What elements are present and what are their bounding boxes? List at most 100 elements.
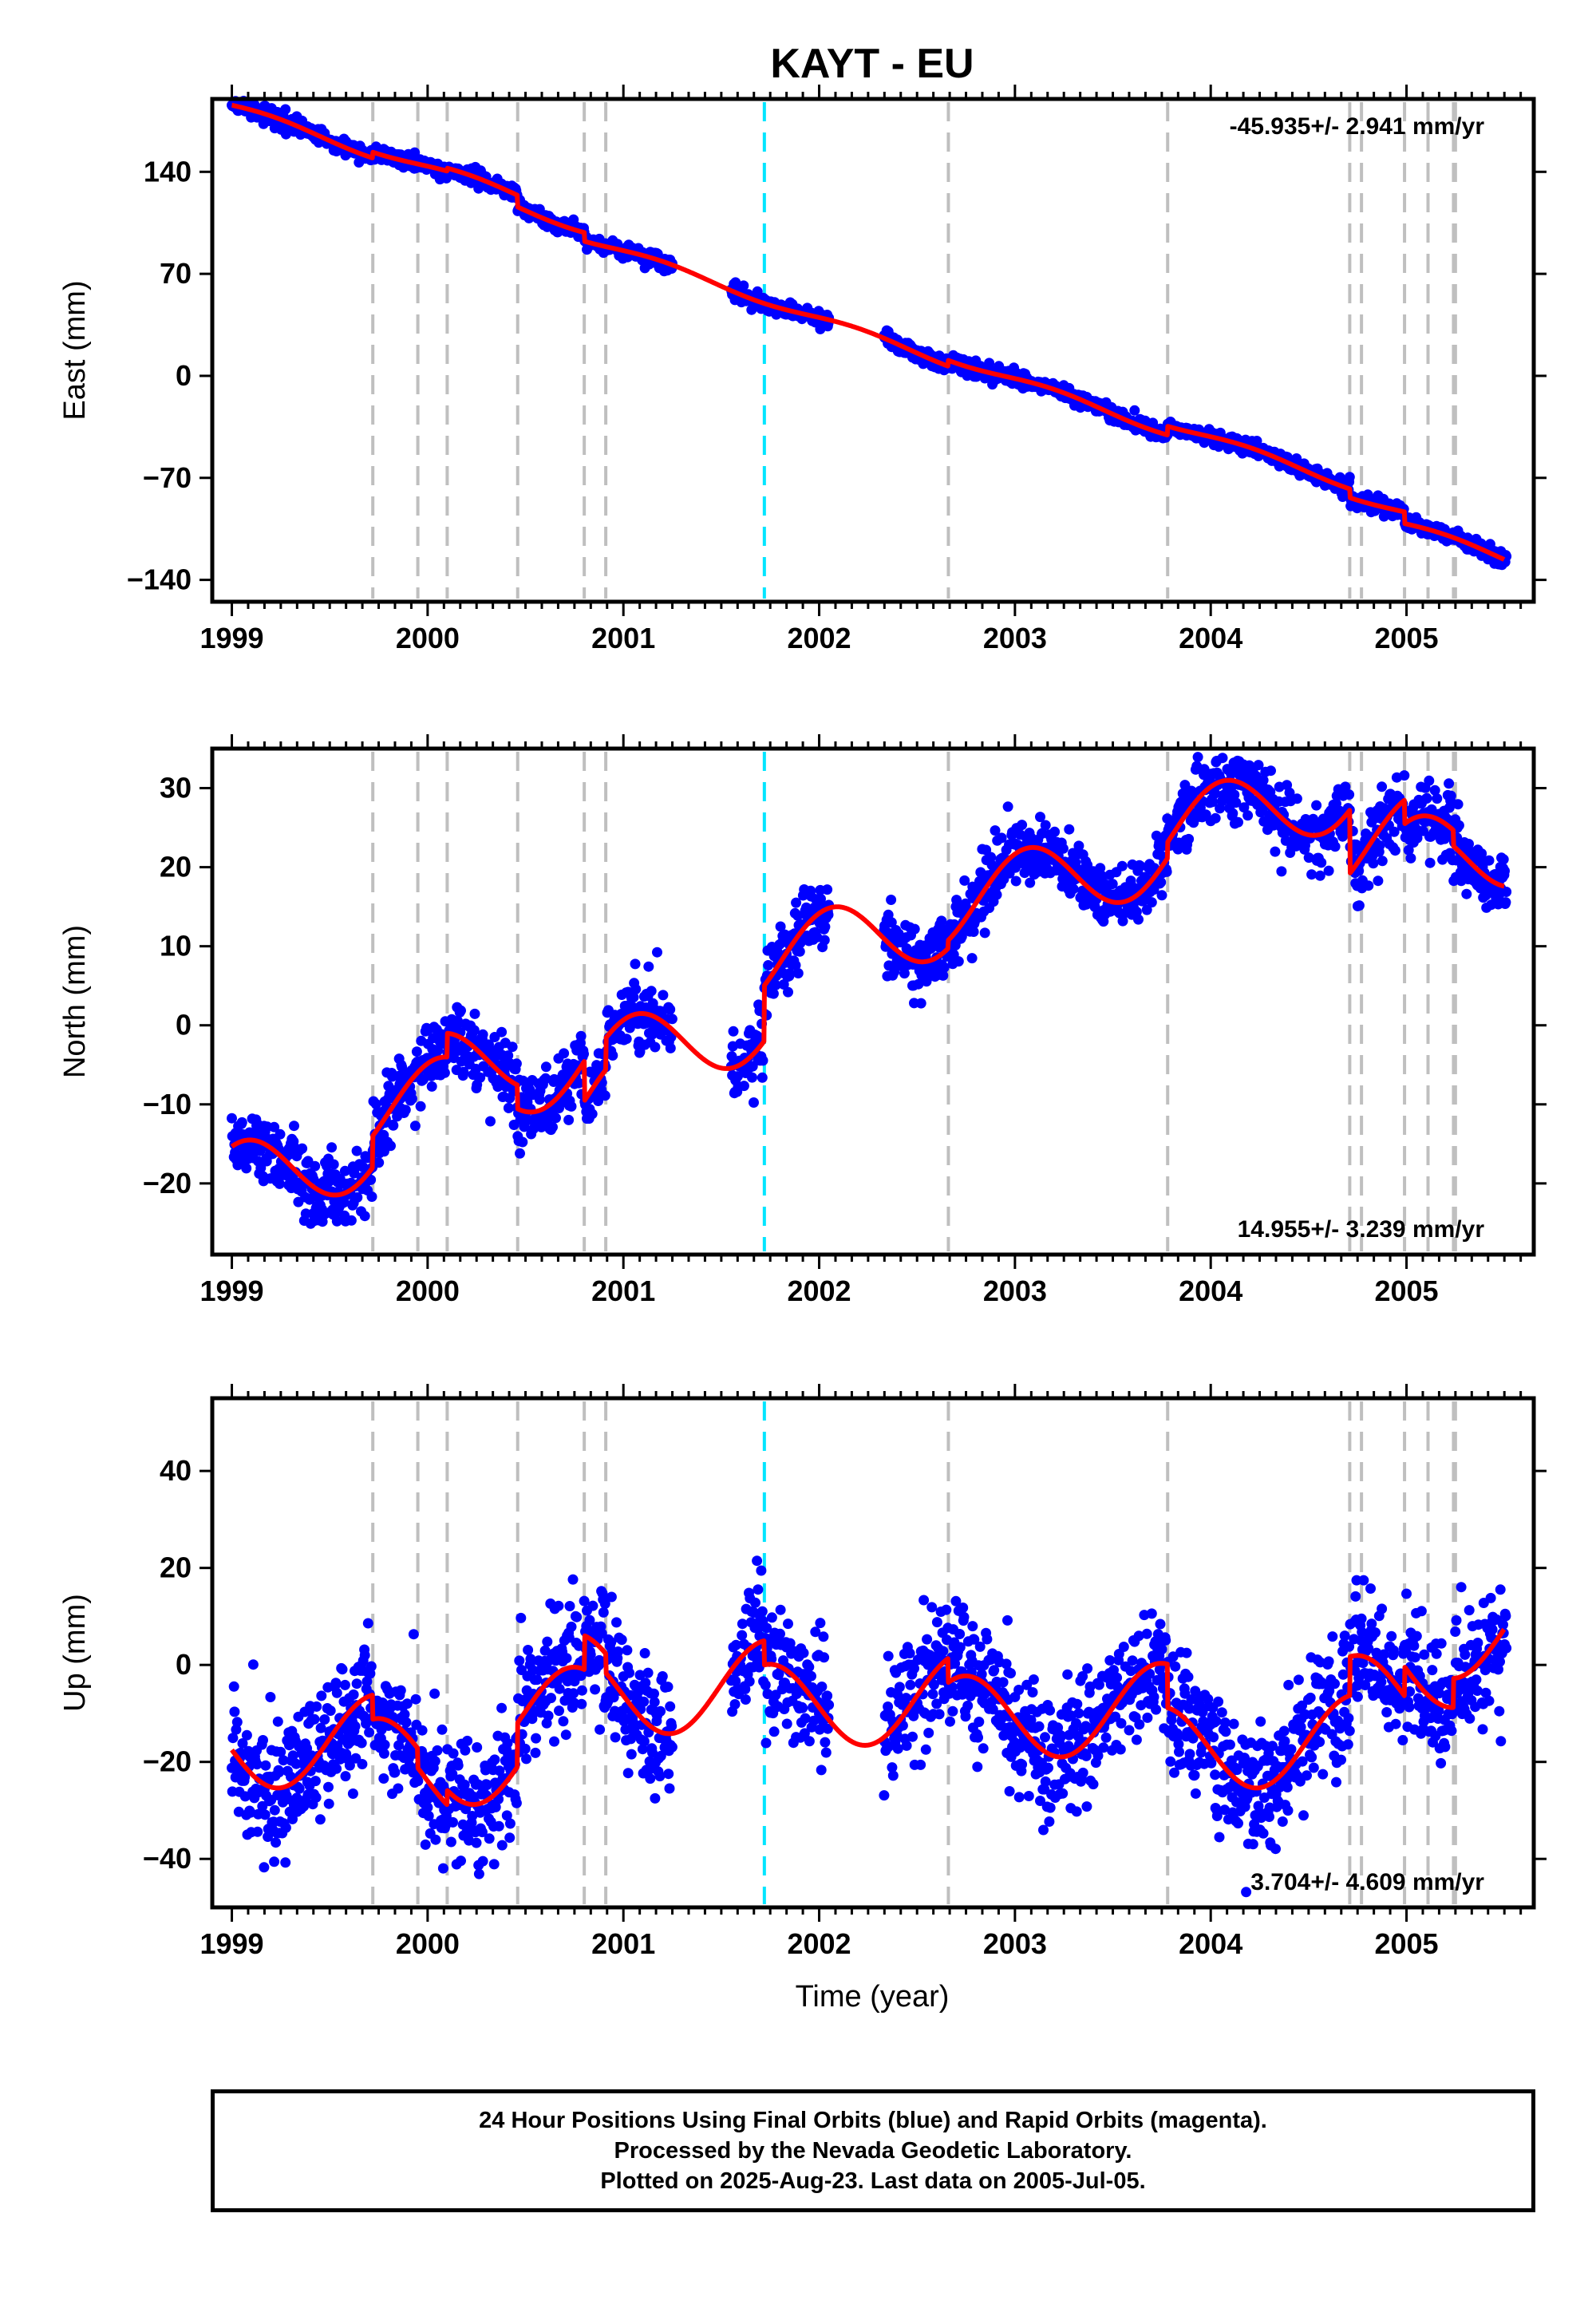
data-point <box>401 1717 412 1728</box>
data-point <box>1323 865 1334 876</box>
data-point <box>356 1737 367 1749</box>
x-tick-label: 2002 <box>787 622 851 654</box>
data-point <box>496 1702 508 1713</box>
y-axis-title: East (mm) <box>58 280 92 420</box>
data-point <box>415 1101 426 1112</box>
data-point <box>395 1685 406 1696</box>
data-point <box>1183 833 1195 844</box>
data-point <box>530 1747 541 1758</box>
data-point <box>280 104 291 115</box>
data-point <box>400 1105 411 1116</box>
data-point <box>331 1687 342 1698</box>
data-point <box>546 1693 556 1704</box>
data-point <box>437 1724 448 1735</box>
data-point <box>410 1694 421 1705</box>
data-point <box>757 1072 768 1083</box>
data-point <box>297 1143 308 1154</box>
data-point <box>488 1859 500 1870</box>
data-point <box>554 1705 564 1717</box>
data-point <box>551 1113 561 1124</box>
data-point <box>514 1655 525 1666</box>
data-point <box>991 889 1002 900</box>
data-point <box>728 1026 739 1037</box>
data-point <box>516 1612 527 1623</box>
data-point <box>340 1771 351 1782</box>
chart-title: KAYT - EU <box>770 41 974 87</box>
data-point <box>448 1748 459 1759</box>
data-point <box>1068 883 1079 895</box>
data-point <box>1002 801 1013 812</box>
data-point <box>523 1645 534 1655</box>
data-point <box>547 1121 558 1132</box>
data-point <box>351 1145 362 1156</box>
data-point <box>521 1753 531 1765</box>
x-tick-label: 2003 <box>983 1275 1047 1307</box>
y-tick-label: 70 <box>160 257 192 290</box>
data-point <box>665 1004 676 1015</box>
data-point <box>1373 875 1384 887</box>
data-point <box>493 1820 504 1832</box>
data-point <box>1363 880 1374 891</box>
data-point <box>429 1756 440 1767</box>
x-tick-label: 2004 <box>1179 1275 1242 1307</box>
data-point <box>553 1600 564 1611</box>
data-point <box>328 1159 339 1170</box>
data-point <box>1344 472 1355 483</box>
data-point <box>241 1163 252 1174</box>
data-point <box>456 1005 466 1016</box>
data-point <box>294 1783 305 1794</box>
data-point <box>576 1685 587 1696</box>
data-point <box>310 1160 321 1172</box>
data-point <box>411 1046 422 1057</box>
data-point <box>953 956 964 967</box>
data-point <box>1210 812 1221 824</box>
data-point <box>314 1814 326 1825</box>
data-point <box>1432 793 1443 804</box>
data-point <box>330 1678 342 1689</box>
data-point <box>1266 765 1276 777</box>
data-point <box>485 1116 496 1127</box>
data-point <box>1353 900 1365 911</box>
data-point <box>1146 897 1157 908</box>
data-point <box>566 1621 577 1632</box>
x-tick-label: 2002 <box>787 1275 851 1307</box>
data-point <box>1049 826 1061 837</box>
data-point <box>542 1636 553 1647</box>
data-point <box>560 1729 571 1741</box>
data-point <box>379 1739 390 1750</box>
y-tick-label: −140 <box>127 563 192 596</box>
data-point <box>448 1816 458 1828</box>
y-tick-label: 0 <box>176 359 192 392</box>
data-point <box>310 1792 322 1803</box>
model-fit-line <box>230 102 1507 562</box>
data-point <box>319 1714 330 1725</box>
data-point <box>507 1041 518 1053</box>
x-tick-label: 2001 <box>591 1275 655 1307</box>
data-point <box>429 1688 440 1699</box>
data-point <box>430 1834 441 1845</box>
data-point <box>452 1760 464 1771</box>
data-point <box>337 1664 348 1675</box>
data-point <box>519 1743 531 1754</box>
data-point <box>531 1733 542 1744</box>
data-point <box>1452 799 1464 810</box>
data-point <box>575 1030 587 1041</box>
data-point <box>643 961 654 972</box>
data-point <box>357 1759 368 1769</box>
data-point <box>1311 800 1322 811</box>
data-point <box>621 1034 632 1045</box>
data-point <box>484 1833 495 1844</box>
data-point <box>1156 890 1167 901</box>
plot-frame <box>210 97 1536 604</box>
model-fit-line <box>230 777 1507 1198</box>
data-point <box>936 915 947 927</box>
data-point <box>666 1014 678 1025</box>
data-point <box>269 1856 280 1867</box>
data-point <box>280 1857 291 1868</box>
data-point <box>359 1211 370 1222</box>
data-point <box>437 1863 448 1874</box>
data-point <box>549 1736 559 1747</box>
data-point <box>364 1727 375 1738</box>
data-point <box>258 1735 268 1745</box>
